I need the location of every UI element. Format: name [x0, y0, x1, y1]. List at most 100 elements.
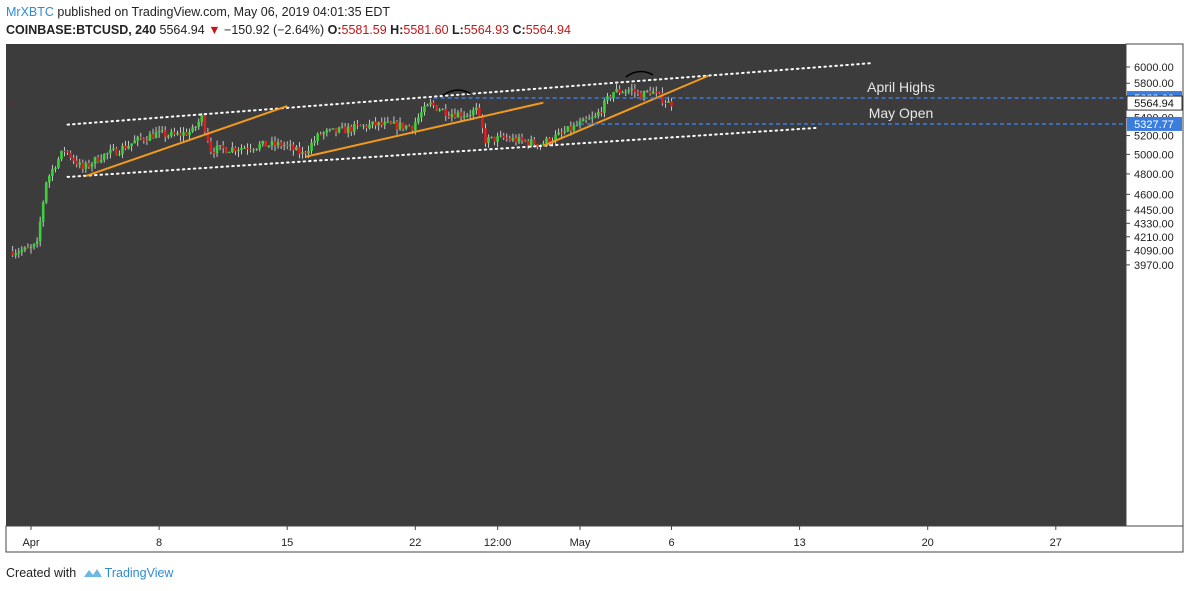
candle-up — [218, 145, 222, 147]
price-tick-label: 4800.00 — [1134, 169, 1174, 181]
time-axis[interactable] — [5, 525, 1184, 553]
candle-up — [227, 152, 231, 154]
candle-up — [340, 126, 344, 128]
candle-up — [48, 175, 51, 183]
candle-down — [343, 126, 347, 134]
level-name-label: April Highs — [867, 79, 935, 95]
candle-down — [185, 132, 188, 136]
candle-down — [96, 157, 100, 163]
candle-up — [231, 147, 234, 153]
candle-up — [295, 147, 298, 151]
candle-down — [447, 115, 451, 118]
open-value: 5581.59 — [341, 23, 387, 37]
candle-down — [523, 140, 527, 142]
candle-up — [593, 115, 597, 118]
candle-up — [612, 92, 615, 99]
candle-up — [160, 130, 164, 132]
candle-up — [322, 132, 326, 135]
candle-down — [444, 108, 448, 116]
candle-up — [23, 247, 27, 251]
time-tick-label: 8 — [156, 537, 162, 549]
candle-up — [371, 121, 374, 125]
candle-up — [627, 90, 631, 92]
created-with-text: Created with — [6, 566, 77, 580]
candle-up — [542, 143, 545, 146]
candle-up — [112, 148, 115, 150]
chart-publish-info: MrXBTC published on TradingView.com, May… — [6, 5, 390, 19]
candle-down — [142, 138, 146, 141]
candle-down — [407, 125, 411, 127]
candle-up — [148, 134, 152, 141]
candle-down — [389, 121, 393, 124]
candle-down — [145, 140, 149, 142]
candle-up — [606, 96, 609, 101]
candle-up — [237, 149, 240, 152]
last-price: 5564.94 — [159, 23, 205, 37]
price-tick-label: 4450.00 — [1134, 205, 1174, 217]
candle-up — [41, 202, 45, 222]
symbol-ohlc-line: COINBASE:BTCUSD, 240 5564.94 ▼ −150.92 (… — [6, 23, 571, 37]
candle-down — [658, 92, 661, 94]
candle-down — [526, 140, 530, 146]
top-arc-mark — [625, 70, 654, 78]
level-price-tag — [1127, 116, 1182, 131]
high-value: 5581.60 — [403, 23, 449, 37]
time-tick-label: 12:00 — [484, 537, 512, 549]
candle-up — [188, 131, 191, 136]
candle-up — [667, 101, 670, 103]
candle-down — [374, 121, 377, 126]
candle-up — [450, 114, 454, 118]
candle-up — [566, 126, 570, 132]
price-tick-label: 5200.00 — [1134, 131, 1174, 143]
candle-down — [75, 160, 79, 165]
candle-down — [115, 148, 118, 155]
down-arrow-icon: ▼ — [208, 23, 221, 37]
candle-down — [481, 116, 484, 129]
candle-up — [426, 104, 429, 107]
candle-up — [215, 145, 219, 154]
candle-down — [179, 132, 182, 136]
candle-up — [130, 143, 133, 146]
candle-up — [301, 152, 304, 155]
candle-down — [365, 125, 368, 129]
tradingview-brand-link[interactable]: TradingView — [104, 566, 174, 580]
candle-down — [124, 145, 127, 149]
candle-down — [459, 112, 463, 117]
candle-down — [87, 163, 91, 167]
candle-down — [508, 138, 512, 141]
candle-up — [465, 115, 469, 117]
candle-up — [529, 139, 533, 146]
candle-down — [221, 145, 225, 149]
candle-up — [587, 118, 591, 120]
candle-down — [505, 137, 509, 139]
trend-line — [305, 101, 544, 158]
candle-up — [414, 122, 417, 131]
candle-down — [600, 111, 603, 113]
candle-down — [569, 126, 573, 131]
candle-up — [51, 169, 54, 176]
candle-up — [288, 144, 292, 146]
time-axis-labels: Apr 8 15 22 12:00 May 6 13 20 27 — [22, 526, 1062, 549]
low-value: 5564.93 — [463, 23, 510, 37]
candle-down — [279, 142, 283, 147]
candle-down — [560, 132, 563, 134]
price-change: −150.92 (−2.64%) — [224, 23, 325, 37]
low-label: L: — [452, 23, 464, 37]
candle-up — [54, 167, 57, 170]
candle-down — [304, 152, 307, 154]
candle-up — [35, 241, 39, 244]
candle-down — [206, 132, 210, 142]
candle-up — [468, 114, 472, 116]
candle-up — [57, 159, 60, 168]
author-name[interactable]: MrXBTC — [6, 5, 54, 19]
candle-down — [334, 128, 338, 133]
candle-down — [401, 122, 405, 129]
candle-down — [548, 138, 551, 144]
candle-up — [331, 128, 335, 130]
candle-down — [298, 147, 301, 155]
candle-down — [319, 133, 323, 135]
candle-down — [11, 251, 14, 256]
candle-up — [490, 136, 493, 138]
